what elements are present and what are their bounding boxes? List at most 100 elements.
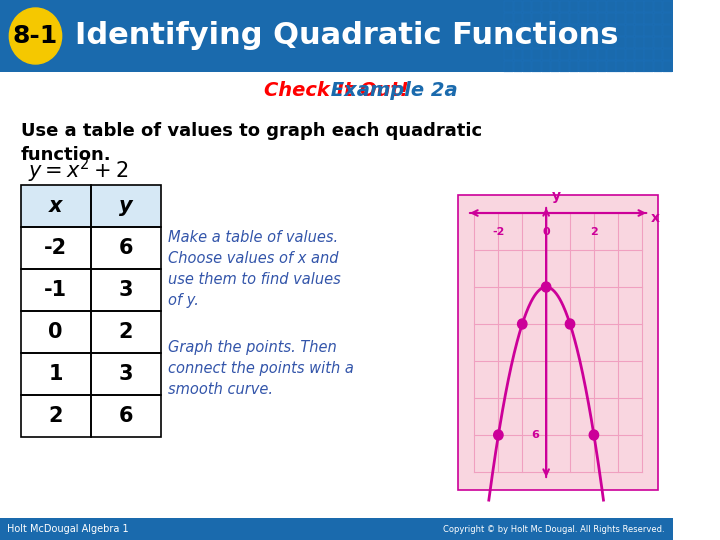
Bar (532, 37, 541, 48)
Bar (505, 49, 513, 60)
Circle shape (589, 430, 598, 440)
Text: 6: 6 (118, 238, 133, 258)
Bar (570, 13, 578, 24)
Bar (598, 1, 606, 12)
Bar (560, 37, 569, 48)
Bar (607, 1, 616, 12)
Bar (598, 61, 606, 72)
Bar (616, 1, 625, 12)
Bar (551, 1, 559, 12)
Bar (607, 49, 616, 60)
Bar (607, 61, 616, 72)
Text: 0: 0 (48, 322, 63, 342)
Bar (644, 61, 653, 72)
Bar (541, 61, 550, 72)
Bar (654, 61, 662, 72)
Bar (607, 13, 616, 24)
Bar (663, 61, 672, 72)
Bar (570, 61, 578, 72)
Bar (635, 37, 644, 48)
Bar (616, 37, 625, 48)
Bar (635, 13, 644, 24)
Bar (607, 37, 616, 48)
Bar (523, 61, 531, 72)
Bar (21, 185, 161, 227)
Bar (663, 37, 672, 48)
Bar (21, 227, 91, 269)
Bar (626, 25, 634, 36)
Text: Copyright © by Holt Mc Dougal. All Rights Reserved.: Copyright © by Holt Mc Dougal. All Right… (444, 524, 665, 534)
Bar (551, 49, 559, 60)
Bar (505, 61, 513, 72)
Bar (644, 49, 653, 60)
Bar (616, 25, 625, 36)
Bar (570, 1, 578, 12)
Bar (663, 49, 672, 60)
Bar (91, 395, 161, 437)
Bar (505, 25, 513, 36)
Bar (663, 13, 672, 24)
Bar (505, 1, 513, 12)
Bar (635, 61, 644, 72)
Bar (616, 49, 625, 60)
Bar (616, 13, 625, 24)
Bar (0, 518, 672, 540)
Text: 6: 6 (118, 406, 133, 426)
Bar (21, 353, 91, 395)
Bar (560, 13, 569, 24)
Bar (91, 185, 161, 227)
Bar (626, 49, 634, 60)
Bar (560, 1, 569, 12)
Bar (560, 49, 569, 60)
Bar (560, 61, 569, 72)
Bar (513, 49, 522, 60)
Text: 1: 1 (48, 364, 63, 384)
Bar (588, 37, 597, 48)
Bar (598, 49, 606, 60)
Bar (644, 37, 653, 48)
Bar (541, 1, 550, 12)
Circle shape (9, 8, 62, 64)
Text: 2: 2 (590, 227, 598, 237)
Bar (663, 1, 672, 12)
Text: 2: 2 (118, 322, 133, 342)
Text: Make a table of values.
Choose values of x and
use them to find values
of y.: Make a table of values. Choose values of… (168, 230, 341, 308)
Text: 6: 6 (531, 430, 539, 440)
Bar (523, 49, 531, 60)
Bar (91, 311, 161, 353)
Bar (588, 25, 597, 36)
Bar (644, 1, 653, 12)
Bar (579, 61, 588, 72)
Bar (626, 61, 634, 72)
Text: 3: 3 (118, 280, 133, 300)
Bar (513, 13, 522, 24)
Bar (532, 49, 541, 60)
Text: 0: 0 (542, 227, 550, 237)
Bar (588, 49, 597, 60)
Text: 3: 3 (118, 364, 133, 384)
FancyBboxPatch shape (458, 195, 659, 490)
Bar (523, 25, 531, 36)
Text: Holt McDougal Algebra 1: Holt McDougal Algebra 1 (7, 524, 129, 534)
Bar (663, 25, 672, 36)
Bar (579, 13, 588, 24)
Text: 2: 2 (48, 406, 63, 426)
Bar (654, 25, 662, 36)
Bar (644, 13, 653, 24)
Bar (588, 1, 597, 12)
Bar (551, 25, 559, 36)
Text: -1: -1 (44, 280, 67, 300)
Bar (523, 13, 531, 24)
Bar (91, 269, 161, 311)
Bar (505, 37, 513, 48)
Bar (607, 25, 616, 36)
Bar (598, 13, 606, 24)
Bar (635, 1, 644, 12)
Bar (523, 37, 531, 48)
Circle shape (541, 282, 551, 292)
Bar (532, 61, 541, 72)
Bar (551, 13, 559, 24)
Bar (616, 61, 625, 72)
Bar (541, 25, 550, 36)
Circle shape (565, 319, 575, 329)
